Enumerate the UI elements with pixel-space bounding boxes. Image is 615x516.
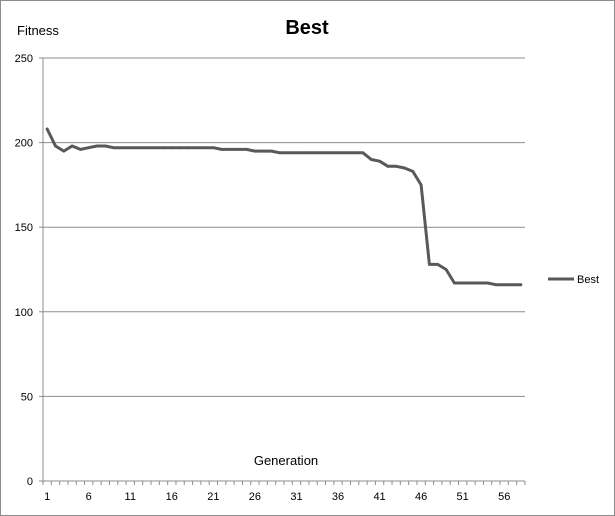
data-point	[261, 149, 265, 153]
data-point	[120, 146, 124, 150]
data-point	[87, 146, 91, 150]
x-tick-label: 26	[249, 491, 261, 503]
data-point	[253, 149, 257, 153]
data-point	[220, 147, 224, 151]
data-point	[494, 283, 498, 287]
data-point	[369, 158, 373, 161]
data-point	[112, 146, 116, 150]
data-point	[203, 146, 207, 150]
data-point	[211, 146, 215, 150]
data-point	[295, 151, 298, 155]
data-point	[519, 283, 523, 287]
data-point	[45, 127, 49, 131]
data-point	[54, 144, 57, 148]
x-tick-label: 21	[207, 491, 219, 503]
data-point	[502, 283, 506, 287]
data-point	[319, 151, 323, 155]
data-point	[137, 146, 140, 150]
data-point	[452, 281, 456, 285]
y-tick-label: 100	[15, 307, 33, 319]
data-point	[178, 146, 182, 150]
x-tick-label: 31	[290, 491, 302, 503]
data-point	[153, 146, 157, 150]
axes	[42, 58, 525, 482]
data-point	[170, 146, 174, 150]
legend-label: Best	[577, 274, 599, 286]
data-point	[286, 151, 290, 155]
data-point	[353, 151, 357, 155]
data-point	[187, 146, 190, 150]
series-group	[45, 127, 523, 287]
data-point	[103, 144, 107, 148]
data-point	[70, 144, 74, 148]
data-point	[228, 147, 232, 151]
x-tick-label: 51	[457, 491, 469, 503]
data-point	[486, 281, 490, 285]
data-point	[403, 166, 406, 170]
data-point	[511, 283, 514, 287]
x-axis-label: Generation	[254, 453, 318, 468]
y-tick-label: 0	[27, 476, 33, 488]
x-tick-labels: 1 6 11 16 21 26 31 36 41 46 51 56	[42, 481, 526, 503]
data-point	[128, 146, 132, 150]
x-tick-label: 1	[44, 491, 50, 503]
x-tick-label: 16	[166, 491, 178, 503]
data-point	[477, 281, 481, 285]
data-point	[419, 183, 423, 187]
data-point	[344, 151, 348, 155]
y-tick-labels: 0 50 100 150 200 250	[15, 53, 43, 488]
x-tick-label: 6	[86, 491, 92, 503]
y-tick-label: 150	[15, 222, 33, 234]
data-point	[78, 147, 82, 151]
chart-title: Best	[285, 17, 329, 39]
data-point	[469, 281, 473, 285]
data-point	[411, 169, 415, 173]
gridlines	[43, 57, 525, 397]
data-point	[336, 151, 340, 155]
y-tick-label: 200	[15, 138, 33, 150]
y-axis-label: Fitness	[17, 23, 59, 38]
series-line-best	[45, 127, 523, 287]
data-point	[162, 146, 165, 150]
data-point	[311, 151, 315, 155]
data-point	[278, 151, 282, 155]
data-point	[145, 146, 149, 150]
y-tick-label: 250	[15, 53, 33, 65]
data-point	[361, 151, 365, 155]
data-point	[62, 149, 66, 153]
x-tick-label: 36	[332, 491, 344, 503]
data-point	[436, 263, 440, 266]
data-point	[444, 268, 448, 271]
x-tick-label: 56	[498, 491, 510, 503]
data-point	[270, 149, 273, 153]
data-point	[236, 147, 240, 151]
data-point	[386, 164, 390, 168]
data-point	[245, 147, 249, 151]
data-point	[303, 151, 307, 155]
data-point	[328, 151, 332, 155]
x-tick-label: 41	[373, 491, 385, 503]
data-point	[428, 263, 431, 266]
x-tick-label: 11	[125, 491, 136, 503]
x-tick-label: 46	[415, 491, 427, 503]
y-tick-label: 50	[21, 391, 33, 403]
data-point	[378, 159, 381, 163]
data-point	[95, 144, 99, 148]
data-point	[461, 281, 465, 285]
data-point	[195, 146, 199, 150]
legend: Best	[548, 274, 599, 286]
data-point	[394, 164, 398, 168]
